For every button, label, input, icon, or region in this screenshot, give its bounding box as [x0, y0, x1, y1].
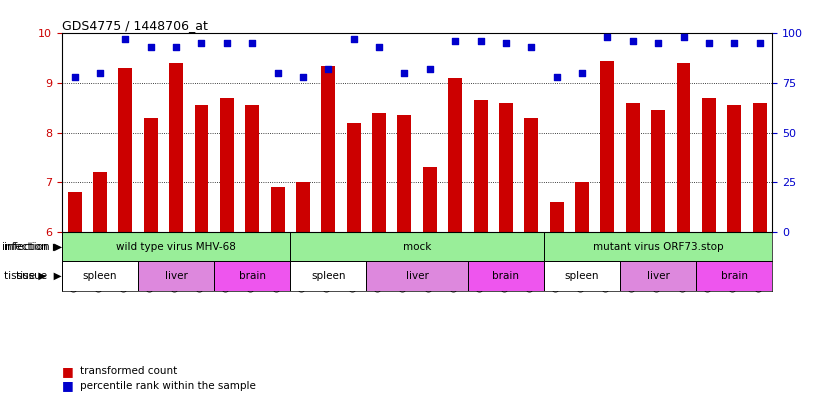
Point: [169, 44, 183, 50]
Text: transformed count: transformed count: [80, 366, 178, 376]
Text: liver: liver: [164, 271, 188, 281]
Bar: [676, 63, 691, 232]
Bar: [62, 261, 138, 291]
Point: [322, 66, 335, 72]
Point: [195, 40, 208, 46]
Point: [499, 40, 512, 46]
Text: infection ▶: infection ▶: [4, 242, 61, 252]
Bar: [423, 167, 437, 232]
Point: [525, 44, 538, 50]
Bar: [752, 103, 767, 232]
Bar: [696, 261, 772, 291]
Bar: [62, 232, 290, 261]
Text: spleen: spleen: [83, 271, 117, 281]
Point: [297, 74, 310, 80]
Point: [601, 34, 614, 40]
Bar: [544, 261, 620, 291]
Bar: [372, 113, 386, 232]
Point: [245, 40, 259, 46]
Bar: [271, 187, 285, 232]
Text: tissue  ▶: tissue ▶: [17, 271, 62, 281]
Text: brain: brain: [721, 271, 748, 281]
Text: ■: ■: [62, 379, 78, 393]
Text: brain: brain: [239, 271, 266, 281]
Point: [474, 38, 487, 44]
Point: [550, 74, 563, 80]
Bar: [549, 202, 563, 232]
Bar: [220, 98, 234, 232]
Bar: [347, 123, 361, 232]
Bar: [620, 261, 696, 291]
Point: [728, 40, 741, 46]
Text: GDS4775 / 1448706_at: GDS4775 / 1448706_at: [62, 19, 208, 32]
Bar: [93, 172, 107, 232]
Bar: [473, 100, 487, 232]
Point: [702, 40, 715, 46]
Point: [423, 66, 436, 72]
Point: [271, 70, 284, 76]
Bar: [214, 261, 290, 291]
Bar: [169, 63, 183, 232]
Bar: [367, 261, 468, 291]
Text: spleen: spleen: [565, 271, 600, 281]
Bar: [499, 103, 513, 232]
Bar: [601, 61, 615, 232]
Bar: [290, 232, 544, 261]
Bar: [138, 261, 214, 291]
Point: [449, 38, 462, 44]
Text: mock: mock: [403, 242, 431, 252]
Text: liver: liver: [647, 271, 670, 281]
Bar: [727, 105, 741, 232]
Point: [119, 36, 132, 42]
Text: mutant virus ORF73.stop: mutant virus ORF73.stop: [593, 242, 724, 252]
Text: brain: brain: [492, 271, 520, 281]
Bar: [290, 261, 367, 291]
Bar: [68, 192, 82, 232]
Point: [144, 44, 157, 50]
Text: spleen: spleen: [311, 271, 345, 281]
Bar: [194, 105, 208, 232]
Bar: [397, 115, 411, 232]
Bar: [575, 182, 589, 232]
Text: percentile rank within the sample: percentile rank within the sample: [80, 381, 256, 391]
Text: infection  ▶: infection ▶: [2, 242, 62, 252]
Bar: [702, 98, 716, 232]
Bar: [296, 182, 310, 232]
Bar: [245, 105, 259, 232]
Point: [398, 70, 411, 76]
Bar: [626, 103, 640, 232]
Point: [93, 70, 107, 76]
Text: wild type virus MHV-68: wild type virus MHV-68: [116, 242, 236, 252]
Bar: [468, 261, 544, 291]
Bar: [449, 78, 463, 232]
Point: [347, 36, 360, 42]
Point: [221, 40, 234, 46]
Text: ■: ■: [62, 365, 78, 378]
Point: [68, 74, 81, 80]
Point: [753, 40, 767, 46]
Point: [676, 34, 690, 40]
Bar: [525, 118, 539, 232]
Bar: [651, 110, 665, 232]
Point: [652, 40, 665, 46]
Text: liver: liver: [406, 271, 429, 281]
Bar: [321, 66, 335, 232]
Point: [626, 38, 639, 44]
Point: [373, 44, 386, 50]
Bar: [144, 118, 158, 232]
Text: tissue ▶: tissue ▶: [4, 271, 46, 281]
Bar: [118, 68, 132, 232]
Point: [576, 70, 589, 76]
Bar: [544, 232, 772, 261]
